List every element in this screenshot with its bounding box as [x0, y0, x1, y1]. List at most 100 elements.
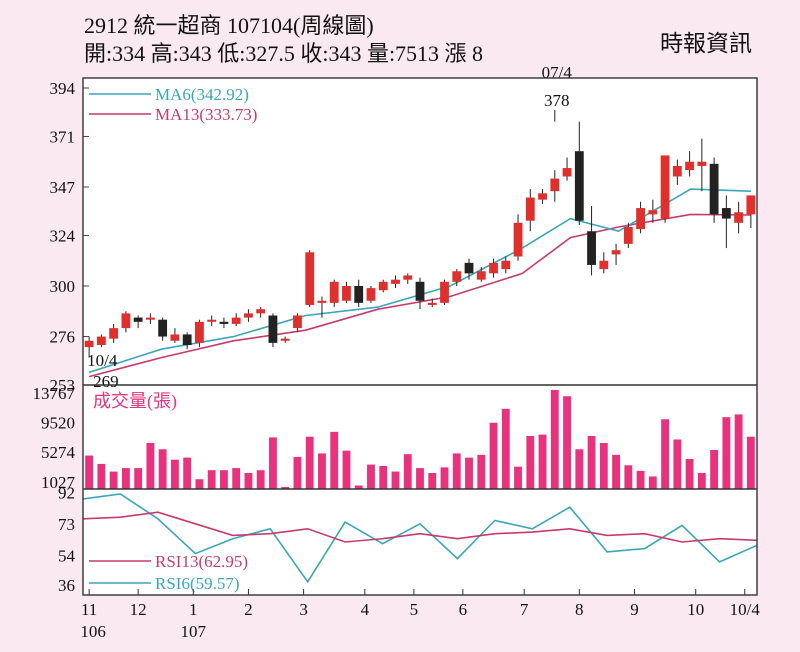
- candle-body: [685, 161, 695, 171]
- candle-body: [550, 178, 560, 192]
- volume-bar: [465, 457, 473, 489]
- volume-tick-label: 5274: [41, 443, 76, 462]
- candle-body: [366, 288, 376, 301]
- chart-title: 2912 統一超商 107104(周線圖): [84, 13, 374, 38]
- volume-bar: [563, 396, 571, 489]
- volume-bar: [452, 453, 461, 489]
- candle-body: [501, 260, 511, 270]
- volume-bar: [612, 454, 620, 489]
- volume-bar: [624, 465, 633, 489]
- x-tick-label: 7: [520, 600, 529, 619]
- candle-body: [182, 334, 192, 345]
- price-tick-label: 253: [50, 376, 76, 395]
- candle-body: [697, 161, 707, 166]
- candle-body: [452, 271, 462, 282]
- candle-body: [231, 317, 241, 324]
- candle-body: [342, 286, 351, 301]
- candle-body: [96, 336, 106, 345]
- source-label: 時報資訊: [660, 31, 752, 56]
- volume-bar: [269, 437, 277, 489]
- ma13-legend: MA13(333.73): [155, 105, 257, 124]
- candle-body: [354, 286, 364, 303]
- volume-bar: [403, 454, 412, 489]
- candle-body: [268, 315, 278, 343]
- candle-body: [84, 340, 94, 348]
- volume-bar: [367, 464, 375, 489]
- volume-bar: [416, 468, 424, 489]
- candle-body: [256, 309, 266, 314]
- candle-body: [660, 155, 670, 219]
- candle-body: [476, 271, 486, 280]
- x-tick-label: 11: [81, 600, 97, 619]
- candle-body: [525, 197, 535, 221]
- rsi-tick-label: 36: [58, 576, 75, 595]
- candle-body: [599, 260, 609, 270]
- volume-bar: [146, 442, 155, 489]
- x-tick-label: 8: [575, 600, 584, 619]
- volume-bar: [318, 453, 326, 489]
- volume-tick-label: 9520: [41, 414, 75, 433]
- volume-bar: [685, 459, 694, 489]
- candle-body: [317, 300, 327, 303]
- volume-bar: [673, 439, 682, 489]
- volume-bar: [489, 422, 498, 489]
- candle-body: [611, 250, 621, 255]
- volume-bar: [648, 476, 657, 489]
- volume-bar: [734, 414, 743, 489]
- high-price-label: 378: [544, 91, 570, 110]
- volume-bar: [746, 436, 755, 489]
- rsi13-legend: RSI13(62.95): [155, 552, 248, 571]
- x-tick-label: 1: [189, 600, 198, 619]
- candle-body: [403, 275, 413, 280]
- candle-body: [587, 231, 596, 265]
- candle-body: [305, 252, 315, 305]
- volume-bar: [256, 470, 265, 489]
- volume-bar: [526, 436, 535, 489]
- volume-bar: [550, 389, 559, 489]
- volume-bar: [170, 459, 179, 489]
- x-tick-label: 2: [244, 600, 253, 619]
- volume-bar: [158, 449, 167, 489]
- volume-bar: [342, 450, 351, 489]
- volume-bar: [477, 454, 486, 489]
- price-stats: 開:334 高:343 低:327.5 收:343 量:7513 漲 8: [84, 41, 484, 66]
- volume-bar: [440, 467, 449, 489]
- candle-body: [329, 281, 339, 303]
- candle-body: [109, 328, 119, 339]
- candle-body: [133, 317, 143, 322]
- rsi-tick-label: 54: [58, 546, 76, 565]
- candle-body: [513, 222, 523, 257]
- x-tick-label: 9: [630, 600, 639, 619]
- candle-body: [293, 315, 302, 329]
- price-tick-label: 371: [50, 127, 76, 146]
- volume-bar: [575, 449, 584, 489]
- candle-body: [391, 279, 400, 284]
- price-tick-label: 347: [50, 178, 76, 197]
- candle-body: [415, 281, 425, 301]
- volume-bar: [244, 472, 253, 489]
- candle-body: [158, 319, 168, 337]
- volume-bar: [109, 471, 118, 489]
- year-label: 107: [181, 622, 207, 641]
- rsi-tick-label: 92: [58, 483, 75, 502]
- x-tick-label: 3: [299, 600, 308, 619]
- volume-bar: [661, 419, 670, 489]
- volume-bar: [97, 463, 106, 489]
- x-tick-label: 5: [410, 600, 419, 619]
- x-tick-label: 6: [459, 600, 468, 619]
- candle-body: [207, 319, 217, 322]
- candle-body: [623, 227, 633, 244]
- candle-body: [145, 317, 155, 320]
- candle-body: [121, 313, 131, 329]
- low-price-label: 269: [93, 372, 119, 391]
- candle-body: [440, 281, 449, 303]
- x-tick-label: 4: [361, 600, 370, 619]
- candle-body: [734, 212, 744, 223]
- x-tick-label: 10: [687, 600, 704, 619]
- year-label: 106: [80, 622, 106, 641]
- volume-bar: [587, 436, 596, 489]
- candle-body: [219, 321, 229, 324]
- candle-body: [195, 321, 204, 343]
- candle-body: [170, 334, 180, 341]
